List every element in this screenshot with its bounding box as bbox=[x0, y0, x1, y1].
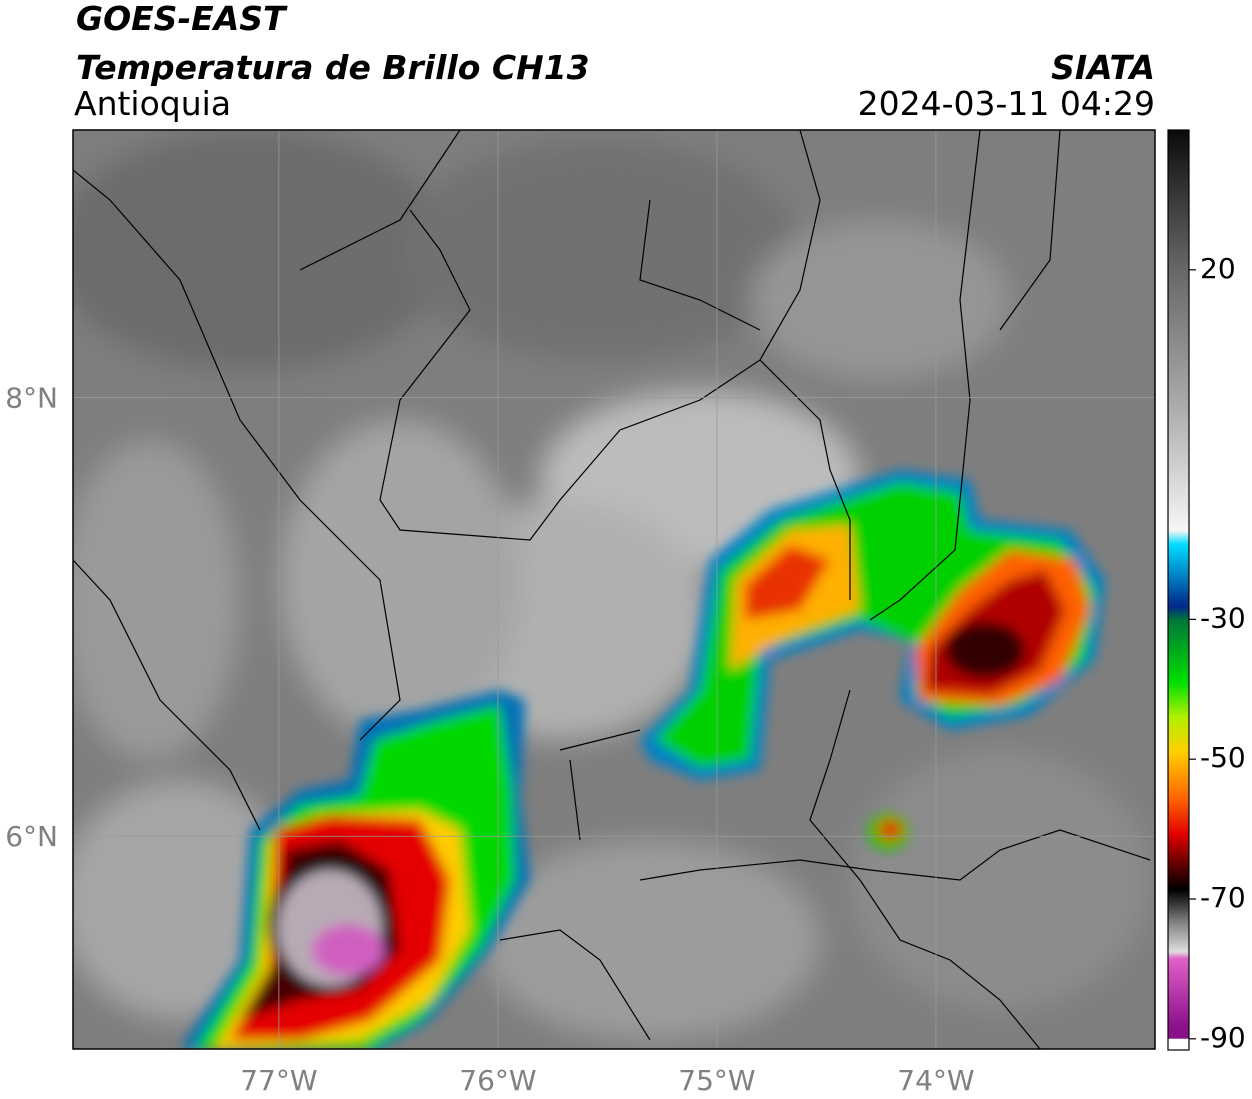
colorbar-frame bbox=[1167, 129, 1190, 1051]
lon-tick-label: 75°W bbox=[678, 1064, 755, 1097]
lon-tick-label: 74°W bbox=[897, 1064, 974, 1097]
colorbar-tick-label: -70 bbox=[1200, 881, 1246, 914]
source: SIATA bbox=[1051, 48, 1155, 87]
colorbar: 20 -30 -50 -70 -90 bbox=[1167, 129, 1246, 1054]
colorbar-tick-label: -90 bbox=[1200, 1021, 1246, 1054]
colorbar-under bbox=[1168, 1038, 1189, 1050]
colorbar-tick-label: 20 bbox=[1200, 252, 1236, 285]
subtitle: Temperatura de Brillo CH13 bbox=[76, 48, 590, 87]
datetime: 2024-03-11 04:29 bbox=[858, 84, 1155, 123]
lon-tick-label: 76°W bbox=[459, 1064, 536, 1097]
graticule bbox=[73, 130, 1155, 1049]
map-frame bbox=[72, 129, 1156, 1050]
region: Antioquia bbox=[74, 84, 231, 123]
title: GOES-EAST bbox=[76, 0, 288, 38]
colorbar-tick-label: -30 bbox=[1200, 601, 1246, 634]
colorbar-tick-label: -50 bbox=[1200, 741, 1246, 774]
satellite-image bbox=[73, 130, 1155, 1049]
colorbar-gradient bbox=[1168, 130, 1189, 1039]
lat-tick-label: 8°N bbox=[5, 382, 58, 415]
lon-tick-label: 77°W bbox=[240, 1064, 317, 1097]
lat-tick-label: 6°N bbox=[5, 820, 58, 853]
borders bbox=[73, 130, 1151, 1049]
